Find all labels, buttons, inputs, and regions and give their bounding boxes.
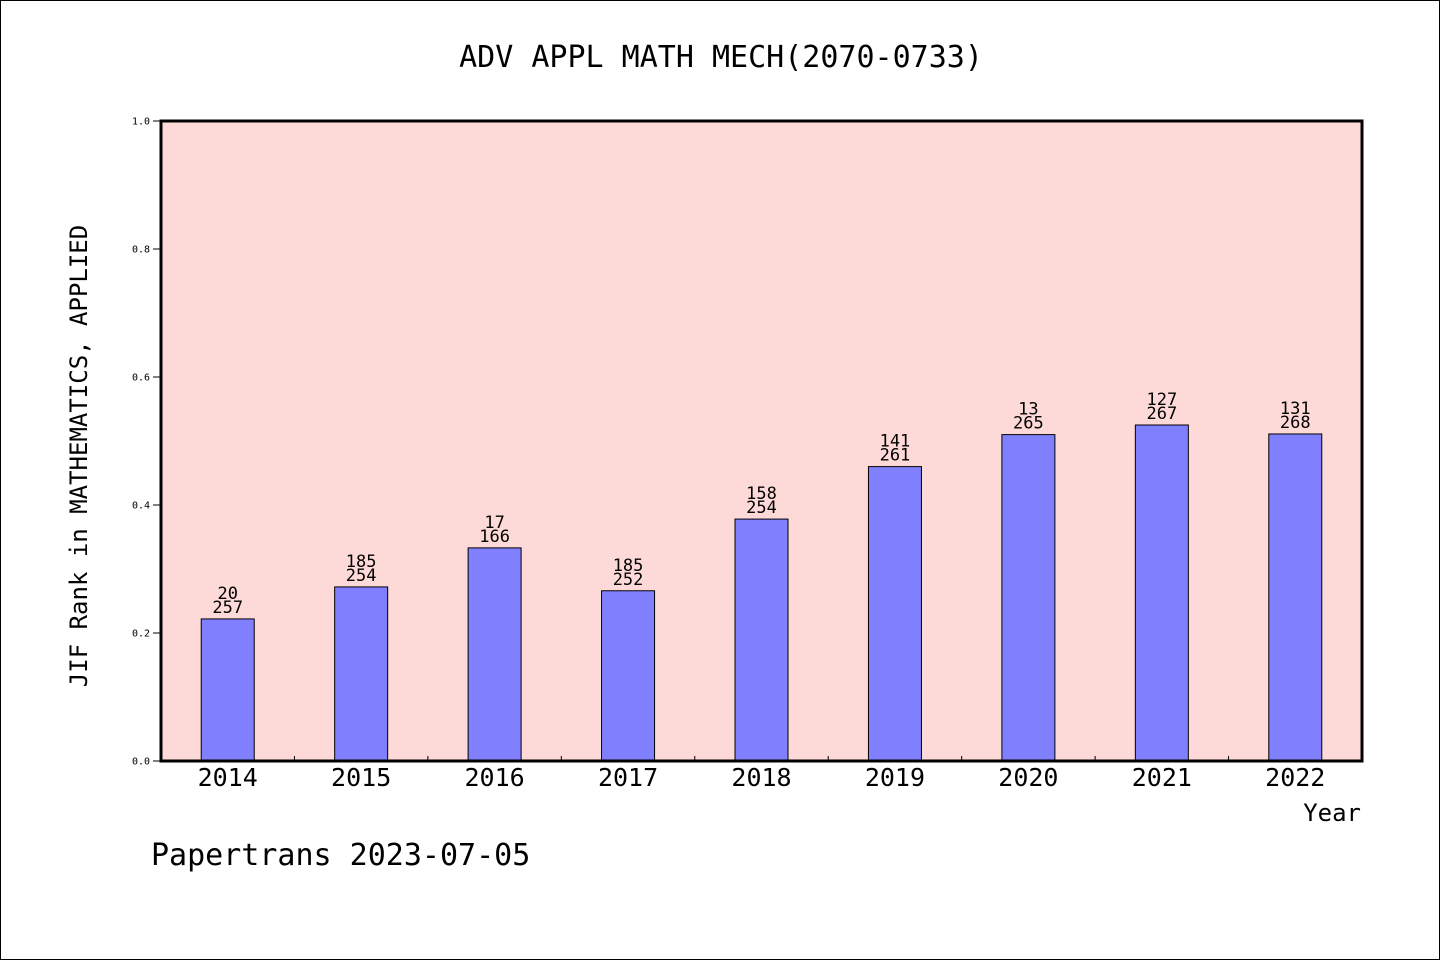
bar-label-rank-2015: 185	[346, 552, 377, 572]
bar-2021	[1134, 424, 1189, 762]
bar-label-total-2020: 265	[1013, 414, 1044, 434]
plot-border	[159, 119, 1364, 763]
bar-2020	[1001, 434, 1056, 762]
bar-2022	[1268, 433, 1323, 762]
y-tick-label-1: 0.2	[132, 629, 150, 640]
bar-label-total-2022: 268	[1280, 413, 1311, 433]
x-tick-label-2021: 2021	[1132, 763, 1192, 792]
bar-label-rank-2014: 20	[217, 584, 237, 604]
x-tick-label-2015: 2015	[331, 763, 391, 792]
chart-title: ADV APPL MATH MECH(2070-0733)	[459, 40, 983, 75]
y-tick-label-3: 0.6	[132, 373, 150, 384]
y-tick-label-2: 0.4	[132, 501, 150, 512]
bar-label-total-2014: 257	[212, 598, 243, 618]
bar-2017	[601, 590, 656, 762]
bar-label-total-2019: 261	[880, 446, 911, 466]
x-tick-label-2020: 2020	[998, 763, 1058, 792]
bar-label-rank-2016: 17	[484, 513, 504, 533]
y-tick-label-4: 0.8	[132, 245, 150, 256]
bar-2018	[734, 518, 789, 762]
x-axis-label: Year	[1303, 799, 1361, 827]
bar-2015	[334, 586, 389, 762]
x-tick-label-2019: 2019	[865, 763, 925, 792]
bar-label-total-2017: 252	[613, 570, 644, 590]
x-tick-label-2022: 2022	[1265, 763, 1325, 792]
x-tick-label-2017: 2017	[598, 763, 658, 792]
bar-label-total-2021: 267	[1146, 404, 1177, 424]
x-tick-label-2016: 2016	[465, 763, 525, 792]
y-axis-label: JIF Rank in MATHEMATICS, APPLIED	[65, 225, 93, 687]
bar-label-total-2015: 254	[346, 566, 377, 586]
footer-credit: Papertrans 2023-07-05	[151, 838, 530, 873]
y-tick-label-5: 1.0	[132, 117, 150, 128]
bar-2019	[867, 466, 922, 762]
bar-label-total-2016: 166	[479, 527, 510, 547]
x-tick-label-2014: 2014	[198, 763, 258, 792]
bar-label-total-2018: 254	[746, 498, 777, 518]
bar-label-rank-2017: 185	[613, 556, 644, 576]
bar-2014	[200, 618, 255, 762]
bar-label-rank-2021: 127	[1146, 390, 1177, 410]
bar-label-rank-2022: 131	[1280, 399, 1311, 419]
bar-label-rank-2019: 141	[880, 432, 911, 452]
x-tick-label-2018: 2018	[731, 763, 791, 792]
bar-label-rank-2020: 13	[1018, 400, 1038, 420]
y-tick-label-0: 0.0	[132, 757, 150, 768]
bar-2016	[467, 547, 522, 762]
bar-label-rank-2018: 158	[746, 484, 777, 504]
